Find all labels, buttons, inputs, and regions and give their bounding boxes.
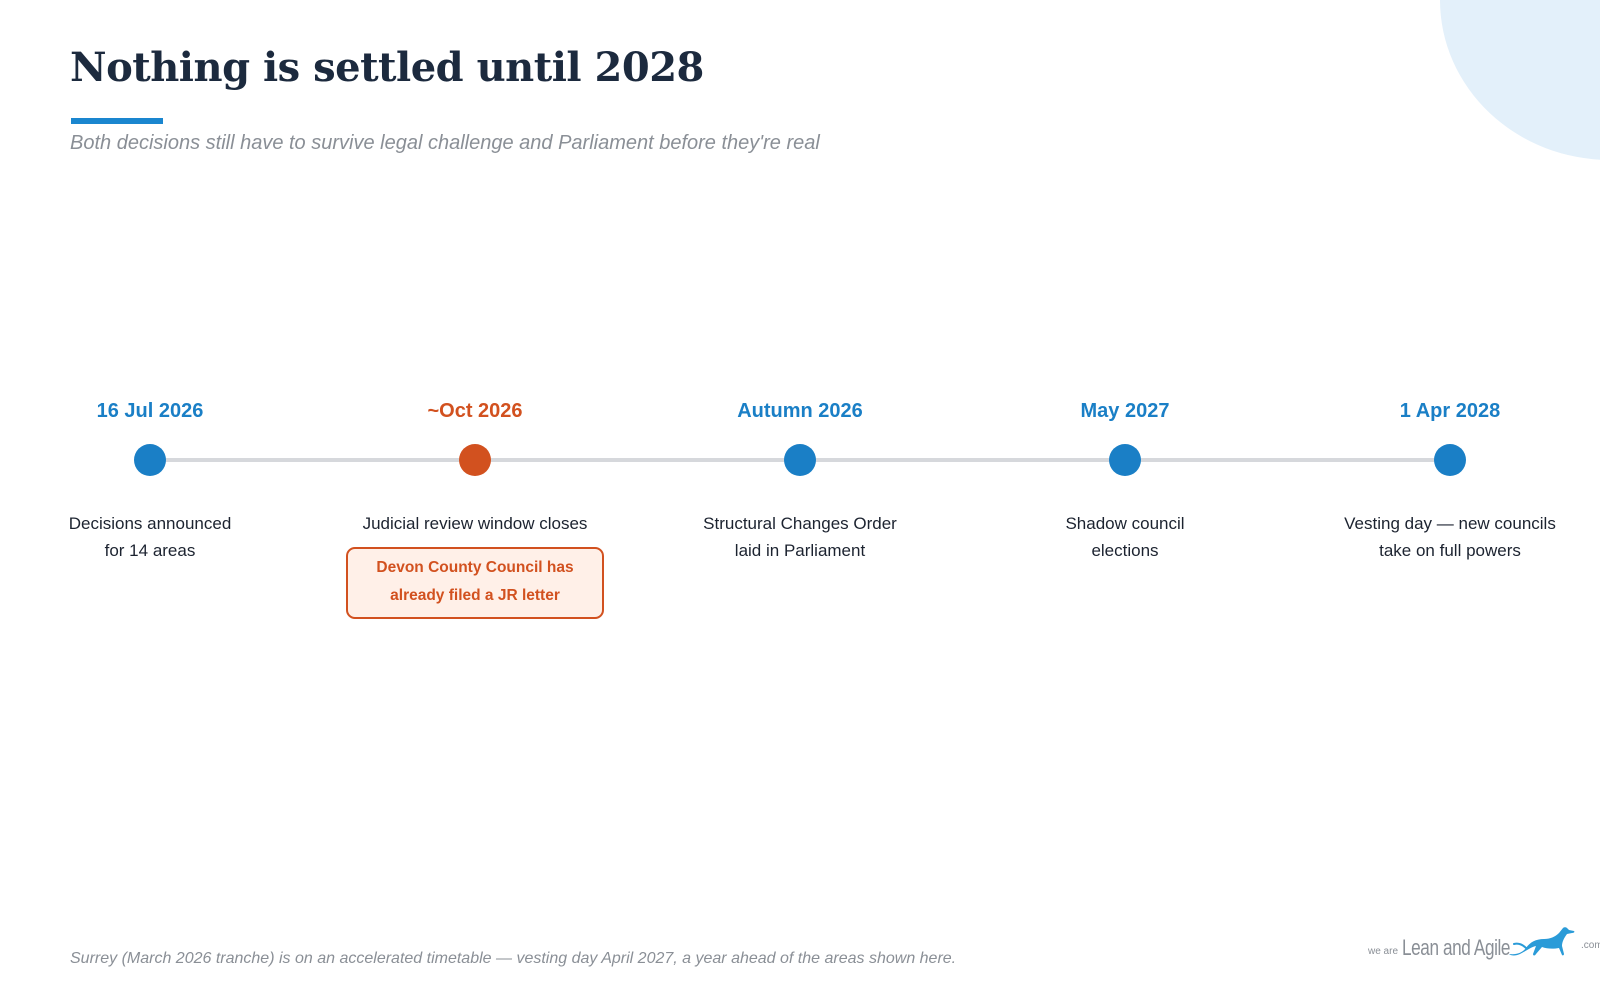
milestone-date: ~Oct 2026 bbox=[427, 400, 523, 422]
milestone-description-line: Judicial review window closes bbox=[362, 514, 588, 533]
milestone-description-line: take on full powers bbox=[1379, 541, 1521, 560]
milestone-date: May 2027 bbox=[1080, 400, 1170, 422]
milestone-description-line: Shadow council bbox=[1065, 514, 1185, 533]
milestone-1-apr-2028: 1 Apr 2028 Vesting day — new councils ta… bbox=[1310, 396, 1590, 564]
logo-brand: Lean and Agile bbox=[1402, 935, 1511, 960]
milestone-may-2027: May 2027 Shadow council elections bbox=[985, 396, 1265, 564]
milestone-description-line: for 14 areas bbox=[104, 541, 196, 560]
decorative-corner-circle bbox=[1440, 0, 1600, 160]
milestone-description-line: laid in Parliament bbox=[734, 541, 866, 560]
milestone-oct-2026: ~Oct 2026 Judicial review window closes … bbox=[335, 396, 615, 619]
milestone-16-jul-2026: 16 Jul 2026 Decisions announced for 14 a… bbox=[10, 396, 290, 564]
milestone-dot bbox=[1434, 444, 1466, 476]
footnote: Surrey (March 2026 tranche) is on an acc… bbox=[70, 950, 957, 967]
milestone-dot bbox=[1109, 444, 1141, 476]
greyhound-icon bbox=[1506, 924, 1580, 963]
callout-line: Devon County Council has bbox=[376, 559, 574, 576]
warning-callout: Devon County Council has already filed a… bbox=[346, 547, 604, 619]
callout-line: already filed a JR letter bbox=[390, 587, 560, 604]
logo-we-are: we are bbox=[1368, 946, 1399, 957]
milestone-dot bbox=[134, 444, 166, 476]
milestone-description-line: Structural Changes Order bbox=[703, 514, 897, 533]
milestone-dot bbox=[784, 444, 816, 476]
milestone-description: Structural Changes Order laid in Parliam… bbox=[660, 510, 940, 564]
milestone-description: Shadow council elections bbox=[985, 510, 1265, 564]
milestone-description-line: elections bbox=[1091, 541, 1159, 560]
milestone-autumn-2026: Autumn 2026 Structural Changes Order lai… bbox=[660, 396, 940, 564]
milestone-description: Vesting day — new councils take on full … bbox=[1310, 510, 1590, 564]
milestone-description-line: Decisions announced bbox=[68, 514, 232, 533]
page-title: Nothing is settled until 2028 bbox=[70, 44, 704, 91]
milestone-description: Judicial review window closes bbox=[335, 510, 615, 537]
milestone-description: Decisions announced for 14 areas bbox=[10, 510, 290, 564]
logo-suffix: .com bbox=[1581, 940, 1600, 951]
milestone-description-line: Vesting day — new councils bbox=[1344, 514, 1556, 533]
milestone-dot-warning bbox=[459, 444, 491, 476]
milestone-date: Autumn 2026 bbox=[737, 400, 863, 422]
lean-and-agile-logo: we are Lean and Agile .com bbox=[1368, 925, 1600, 965]
milestone-date: 1 Apr 2028 bbox=[1399, 400, 1501, 422]
title-underline bbox=[71, 118, 163, 124]
page-subtitle: Both decisions still have to survive leg… bbox=[70, 132, 820, 154]
milestone-date: 16 Jul 2026 bbox=[96, 400, 204, 422]
